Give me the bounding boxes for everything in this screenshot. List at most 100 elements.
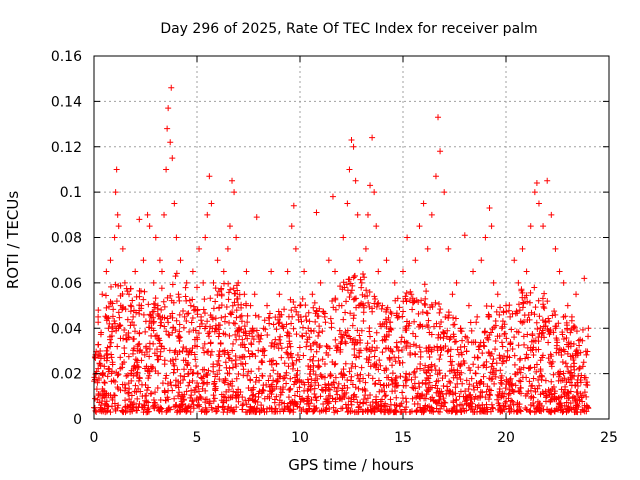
data-point [103, 314, 110, 321]
data-point [325, 380, 332, 387]
data-point [222, 394, 229, 401]
data-point [348, 365, 355, 372]
data-point [187, 394, 194, 401]
data-point [173, 317, 180, 324]
data-point [250, 391, 257, 398]
data-point [450, 397, 457, 404]
data-point [573, 328, 580, 335]
data-point [214, 361, 221, 368]
data-point [349, 322, 356, 329]
data-point [391, 354, 398, 361]
data-point [436, 323, 443, 330]
data-point [157, 397, 164, 404]
data-point [414, 392, 421, 399]
data-point [573, 348, 580, 355]
data-point [246, 353, 253, 360]
data-point [471, 396, 478, 403]
data-point [140, 409, 147, 416]
data-point [411, 400, 418, 407]
data-point [283, 380, 290, 387]
x-tick-label: 10 [291, 430, 309, 446]
data-point [568, 340, 575, 347]
data-point [442, 343, 449, 350]
data-points [91, 84, 592, 416]
data-point [575, 372, 582, 379]
data-point [251, 405, 258, 412]
data-point [398, 334, 405, 341]
data-point [424, 245, 431, 252]
data-point [501, 406, 508, 413]
data-point [92, 355, 99, 362]
data-point [107, 257, 114, 264]
data-point [394, 295, 401, 302]
data-point [196, 393, 203, 400]
data-point [95, 307, 102, 314]
data-point [326, 386, 333, 393]
data-point [269, 408, 276, 415]
data-point [344, 200, 351, 207]
data-point [540, 223, 547, 230]
data-point [360, 302, 367, 309]
data-point [531, 385, 538, 392]
data-point [485, 336, 492, 343]
data-point [260, 405, 267, 412]
data-point [109, 300, 116, 307]
data-point [583, 393, 590, 400]
data-point [583, 351, 590, 358]
data-point [174, 366, 181, 373]
data-point [277, 333, 284, 340]
data-point [243, 268, 250, 275]
data-point [534, 325, 541, 332]
data-point [349, 339, 356, 346]
data-point [365, 299, 372, 306]
y-tick-label: 0.06 [51, 276, 82, 292]
data-point [216, 347, 223, 354]
data-point [129, 319, 136, 326]
data-point [126, 396, 133, 403]
data-point [485, 349, 492, 356]
data-point [104, 350, 111, 357]
data-point [351, 272, 358, 279]
data-point [285, 313, 292, 320]
data-point [298, 318, 305, 325]
data-point [321, 361, 328, 368]
data-point [449, 389, 456, 396]
data-point [487, 392, 494, 399]
data-point [95, 313, 102, 320]
data-point [576, 397, 583, 404]
data-point [389, 380, 396, 387]
data-point [308, 396, 315, 403]
data-point [498, 339, 505, 346]
data-point [280, 375, 287, 382]
data-point [474, 313, 481, 320]
data-point [145, 384, 152, 391]
data-point [210, 368, 217, 375]
data-point [164, 125, 171, 132]
data-point [332, 360, 339, 367]
x-tick-label: 25 [600, 430, 618, 446]
data-point [543, 392, 550, 399]
data-point [163, 372, 170, 379]
data-point [272, 405, 279, 412]
data-point [133, 389, 140, 396]
data-point [265, 377, 272, 384]
data-point [360, 396, 367, 403]
data-point [303, 339, 310, 346]
data-point [322, 319, 329, 326]
data-point [158, 285, 165, 292]
data-point [446, 312, 453, 319]
data-point [212, 325, 219, 332]
data-point [304, 408, 311, 415]
data-point [191, 386, 198, 393]
data-point [450, 314, 457, 321]
data-point [187, 366, 194, 373]
data-point [497, 375, 504, 382]
data-point [447, 334, 454, 341]
data-point [509, 380, 516, 387]
data-point [576, 342, 583, 349]
data-point [529, 382, 536, 389]
data-point [312, 318, 319, 325]
data-point [227, 380, 234, 387]
data-point [504, 353, 511, 360]
data-point [398, 408, 405, 415]
